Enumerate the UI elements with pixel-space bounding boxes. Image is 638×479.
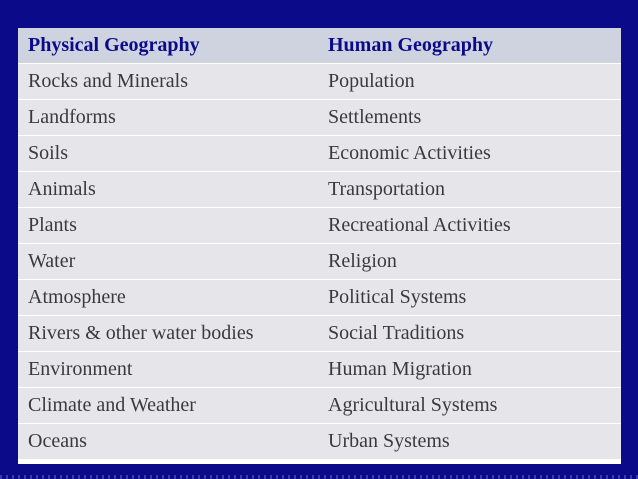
cell: Water	[18, 243, 318, 280]
cell: Oceans	[18, 423, 318, 460]
cell: Political Systems	[318, 279, 621, 316]
cell: Environment	[18, 351, 318, 388]
cell: Agricultural Systems	[318, 387, 621, 424]
table: Physical Geography Human Geography Rocks a…	[18, 28, 621, 460]
cell: Plants	[18, 207, 318, 244]
header-cell: Physical Geography	[18, 28, 318, 64]
cell: Climate and Weather	[18, 387, 318, 424]
row: Animals Transportation	[18, 171, 621, 208]
cell: Human Migration	[318, 351, 621, 388]
cell: Population	[318, 63, 621, 100]
cell: Social Traditions	[318, 315, 621, 352]
row: Rocks and Minerals Population	[18, 63, 621, 100]
row: Oceans Urban Systems	[18, 423, 621, 460]
cell: Transportation	[318, 171, 621, 208]
row: Landforms Settlements	[18, 99, 621, 136]
header-cell: Human Geography	[318, 28, 621, 64]
decoration	[0, 475, 638, 479]
row: Soils Economic Activities	[18, 135, 621, 172]
cell: Urban Systems	[318, 423, 621, 460]
cell: Recreational Activities	[318, 207, 621, 244]
cell: Rocks and Minerals	[18, 63, 318, 100]
cell: Settlements	[318, 99, 621, 136]
row: Atmosphere Political Systems	[18, 279, 621, 316]
cell: Animals	[18, 171, 318, 208]
cell: Soils	[18, 135, 318, 172]
cell: Economic Activities	[318, 135, 621, 172]
table-container: Physical Geography Human Geography Rocks a…	[18, 28, 621, 464]
cell: Atmosphere	[18, 279, 318, 316]
row: Climate and Weather Agricultural Systems	[18, 387, 621, 424]
row: Environment Human Migration	[18, 351, 621, 388]
row: Rivers & other water bodies Social Tradit…	[18, 315, 621, 352]
cell: Landforms	[18, 99, 318, 136]
cell: Rivers & other water bodies	[18, 315, 318, 352]
cell: Religion	[318, 243, 621, 280]
header-row: Physical Geography Human Geography	[18, 28, 621, 64]
row: Water Religion	[18, 243, 621, 280]
row: Plants Recreational Activities	[18, 207, 621, 244]
